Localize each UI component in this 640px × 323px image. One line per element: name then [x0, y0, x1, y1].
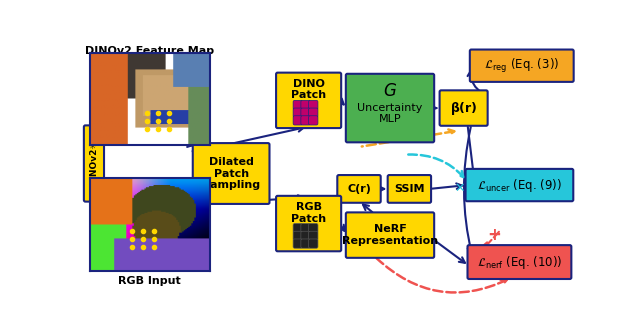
Text: $\it{G}$: $\it{G}$ — [383, 82, 397, 100]
Text: ✕: ✕ — [454, 182, 465, 195]
Text: RGB Input: RGB Input — [118, 276, 181, 286]
FancyBboxPatch shape — [308, 231, 318, 241]
Text: DINO
Patch: DINO Patch — [291, 79, 326, 100]
Text: NeRF
Representation: NeRF Representation — [342, 224, 438, 246]
Text: $\mathbf{\beta}$(r): $\mathbf{\beta}$(r) — [450, 99, 477, 117]
FancyBboxPatch shape — [308, 224, 318, 233]
FancyBboxPatch shape — [346, 74, 434, 142]
Text: SSIM: SSIM — [394, 184, 424, 194]
FancyBboxPatch shape — [293, 224, 303, 233]
Text: Dilated
Patch
Sampling: Dilated Patch Sampling — [202, 157, 260, 190]
FancyBboxPatch shape — [293, 116, 303, 125]
FancyBboxPatch shape — [301, 108, 310, 117]
FancyBboxPatch shape — [301, 239, 310, 248]
Text: C(r): C(r) — [347, 184, 371, 194]
FancyBboxPatch shape — [276, 196, 341, 251]
FancyBboxPatch shape — [388, 175, 431, 203]
FancyBboxPatch shape — [465, 169, 573, 201]
FancyBboxPatch shape — [308, 239, 318, 248]
FancyBboxPatch shape — [301, 231, 310, 241]
FancyBboxPatch shape — [440, 90, 488, 126]
FancyBboxPatch shape — [193, 143, 269, 204]
Text: DINOv2✳: DINOv2✳ — [90, 141, 99, 186]
FancyBboxPatch shape — [301, 100, 310, 109]
FancyBboxPatch shape — [467, 245, 572, 279]
FancyBboxPatch shape — [470, 49, 573, 82]
Text: +: + — [488, 226, 502, 244]
Text: $\mathcal{L}_{\rm uncer}$ (Eq. (9)): $\mathcal{L}_{\rm uncer}$ (Eq. (9)) — [477, 177, 562, 193]
FancyBboxPatch shape — [293, 100, 303, 109]
Text: MLP: MLP — [379, 114, 401, 124]
FancyBboxPatch shape — [308, 116, 318, 125]
FancyBboxPatch shape — [308, 108, 318, 117]
Text: Uncertainty: Uncertainty — [357, 103, 422, 113]
FancyBboxPatch shape — [337, 175, 381, 203]
Text: DINOv2 Feature Map: DINOv2 Feature Map — [85, 46, 214, 56]
FancyBboxPatch shape — [293, 108, 303, 117]
Text: $\mathcal{L}_{\rm nerf}$ (Eq. (10)): $\mathcal{L}_{\rm nerf}$ (Eq. (10)) — [477, 254, 562, 271]
FancyBboxPatch shape — [293, 239, 303, 248]
FancyBboxPatch shape — [346, 213, 434, 258]
FancyBboxPatch shape — [84, 125, 104, 202]
FancyBboxPatch shape — [308, 100, 318, 109]
FancyBboxPatch shape — [301, 116, 310, 125]
FancyBboxPatch shape — [293, 231, 303, 241]
FancyBboxPatch shape — [301, 224, 310, 233]
Text: RGB
Patch: RGB Patch — [291, 202, 326, 224]
Text: $\mathcal{L}_{\rm reg}$ (Eq. (3)): $\mathcal{L}_{\rm reg}$ (Eq. (3)) — [484, 57, 559, 75]
FancyBboxPatch shape — [276, 73, 341, 128]
